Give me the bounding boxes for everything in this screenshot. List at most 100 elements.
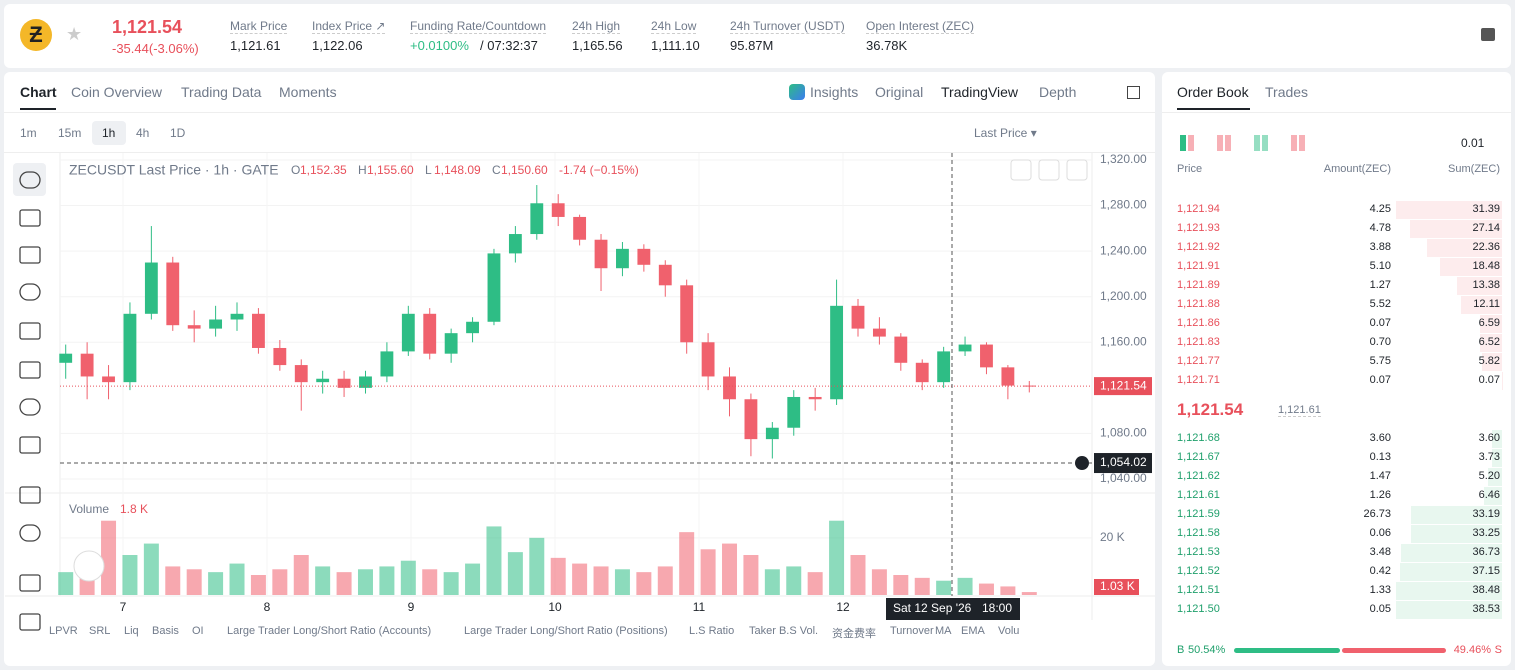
depth-bar: [1396, 201, 1502, 219]
interval[interactable]: 4h: [136, 126, 150, 140]
depth-bar: [1439, 258, 1502, 276]
ob-price[interactable]: 1,121.59: [1177, 508, 1220, 520]
ob-price[interactable]: 1,121.93: [1177, 222, 1220, 234]
ob-price[interactable]: 1,121.88: [1177, 298, 1220, 310]
indicator[interactable]: Basis: [152, 625, 179, 637]
ob-price[interactable]: 1,121.86: [1177, 317, 1220, 329]
interval[interactable]: 15m: [58, 126, 82, 140]
depth-bar: [1426, 239, 1502, 257]
layout-icon[interactable]: [1262, 135, 1268, 151]
view-tab[interactable]: TradingView: [941, 84, 1019, 100]
indicator[interactable]: MA: [935, 625, 952, 637]
ob-price[interactable]: 1,121.68: [1177, 432, 1220, 444]
ob-mark: 1,121.61: [1278, 404, 1321, 417]
stat-value: 1,111.10: [651, 38, 700, 53]
indicator[interactable]: Large Trader Long/Short Ratio (Accounts): [227, 625, 432, 637]
depth-bar: [1396, 582, 1502, 600]
ob-price[interactable]: 1,121.77: [1177, 355, 1220, 367]
ob-sum: 33.25: [1472, 527, 1500, 539]
precision[interactable]: 0.01: [1461, 136, 1485, 150]
last-price: 1,121.54: [112, 17, 183, 37]
ob-amount: 26.73: [1363, 508, 1391, 520]
ob-sum: 0.07: [1478, 374, 1500, 386]
ob-b: B: [1177, 644, 1185, 656]
ob-price[interactable]: 1,121.91: [1177, 260, 1220, 272]
price-type[interactable]: Last Price ▾: [974, 126, 1037, 140]
stat-label: 24h Turnover (USDT): [730, 19, 845, 34]
ob-amount: 3.48: [1369, 546, 1391, 558]
ob-price[interactable]: 1,121.53: [1177, 546, 1220, 558]
stat-label: Index Price ↗: [312, 19, 386, 34]
order-book: Order Book Trades 0.01 Price Amount(ZEC) Sum(…: [1162, 72, 1511, 666]
stat-value: 36.78K: [866, 38, 908, 53]
ob-price[interactable]: 1,121.62: [1177, 470, 1220, 482]
headers: Amount(ZEC): [1323, 163, 1391, 175]
layout-icon[interactable]: [1299, 135, 1305, 151]
favorite[interactable]: ★: [66, 24, 83, 44]
tab[interactable]: Moments: [279, 84, 337, 100]
ob-price[interactable]: 1,121.67: [1177, 451, 1220, 463]
indicator[interactable]: EMA: [961, 625, 985, 637]
ob-amount: 3.60: [1369, 432, 1391, 444]
ob-price[interactable]: 1,121.89: [1177, 279, 1220, 291]
indicator[interactable]: 资金费率: [832, 628, 876, 640]
indicator[interactable]: SRL: [89, 625, 111, 637]
indicator[interactable]: Turnover: [890, 625, 934, 637]
indicator[interactable]: Taker B.S Vol.: [749, 625, 819, 637]
ob-sum: 13.38: [1472, 279, 1500, 291]
indicator[interactable]: Large Trader Long/Short Ratio (Positions…: [464, 625, 668, 637]
indicator[interactable]: OI: [192, 625, 204, 637]
ob-price[interactable]: 1,121.61: [1177, 489, 1220, 501]
ob-amount: 1.33: [1369, 584, 1391, 596]
ob-price[interactable]: 1,121.92: [1177, 241, 1220, 253]
depth-bar: [1456, 277, 1502, 295]
stat-label: Open Interest (ZEC): [866, 19, 975, 34]
ob-last: 1,121.54: [1177, 400, 1244, 419]
indicator[interactable]: Volu: [998, 625, 1020, 637]
tab[interactable]: Chart: [20, 84, 57, 100]
indicator[interactable]: LPVR: [49, 625, 78, 637]
stat-label: Mark Price: [230, 19, 288, 34]
view-tab[interactable]: Original: [875, 84, 924, 100]
interval[interactable]: 1h: [102, 126, 116, 140]
price-change: -35.44(-3.06%): [112, 41, 199, 56]
top-bar: Ƶ ★ 1,121.54 -35.44(-3.06%) Mark Price 1,…: [4, 4, 1511, 68]
ob-sum: 6.46: [1478, 489, 1500, 501]
layout-icon[interactable]: [1254, 135, 1260, 151]
interval[interactable]: 1m: [20, 126, 37, 140]
layout-icon[interactable]: [1217, 135, 1223, 151]
ob-sum: 6.59: [1478, 317, 1500, 329]
ob-amount: 5.75: [1369, 355, 1391, 367]
ob-price[interactable]: 1,121.51: [1177, 584, 1220, 596]
ob-sum: 27.14: [1472, 222, 1500, 234]
indicator[interactable]: Liq: [124, 625, 139, 637]
view-tab[interactable]: Insights: [810, 84, 859, 100]
ob-tab[interactable]: Trades: [1265, 84, 1309, 100]
icon: [1127, 86, 1140, 99]
tab[interactable]: Trading Data: [181, 84, 262, 100]
ob-underline: [1177, 108, 1250, 110]
ob-price[interactable]: 1,121.52: [1177, 565, 1220, 577]
ob-amount: 0.42: [1369, 565, 1391, 577]
layout-icon[interactable]: [1291, 135, 1297, 151]
layout-icon[interactable]: [1180, 135, 1186, 151]
headers: Price: [1177, 163, 1203, 175]
ob-amount: 0.06: [1369, 527, 1391, 539]
ob-tab[interactable]: Order Book: [1177, 84, 1249, 100]
layout-icon[interactable]: [1225, 135, 1231, 151]
interval[interactable]: 1D: [170, 126, 186, 140]
layout-icon[interactable]: [1188, 135, 1194, 151]
indicator[interactable]: L.S Ratio: [689, 625, 735, 637]
ob-price[interactable]: 1,121.94: [1177, 203, 1220, 215]
icon[interactable]: [1481, 28, 1495, 41]
view-tab[interactable]: Depth: [1039, 84, 1077, 100]
headers: Sum(ZEC): [1448, 163, 1500, 175]
chart-panel: Chart Coin Overview Trading Data Moments Ins…: [4, 72, 1155, 666]
depth-bar: [1482, 353, 1502, 371]
tab[interactable]: Coin Overview: [71, 84, 163, 100]
ob-price[interactable]: 1,121.50: [1177, 603, 1220, 615]
ob-price[interactable]: 1,121.71: [1177, 374, 1220, 386]
ob-sum: 37.15: [1472, 565, 1500, 577]
ob-price[interactable]: 1,121.58: [1177, 527, 1220, 539]
ob-price[interactable]: 1,121.83: [1177, 336, 1220, 348]
